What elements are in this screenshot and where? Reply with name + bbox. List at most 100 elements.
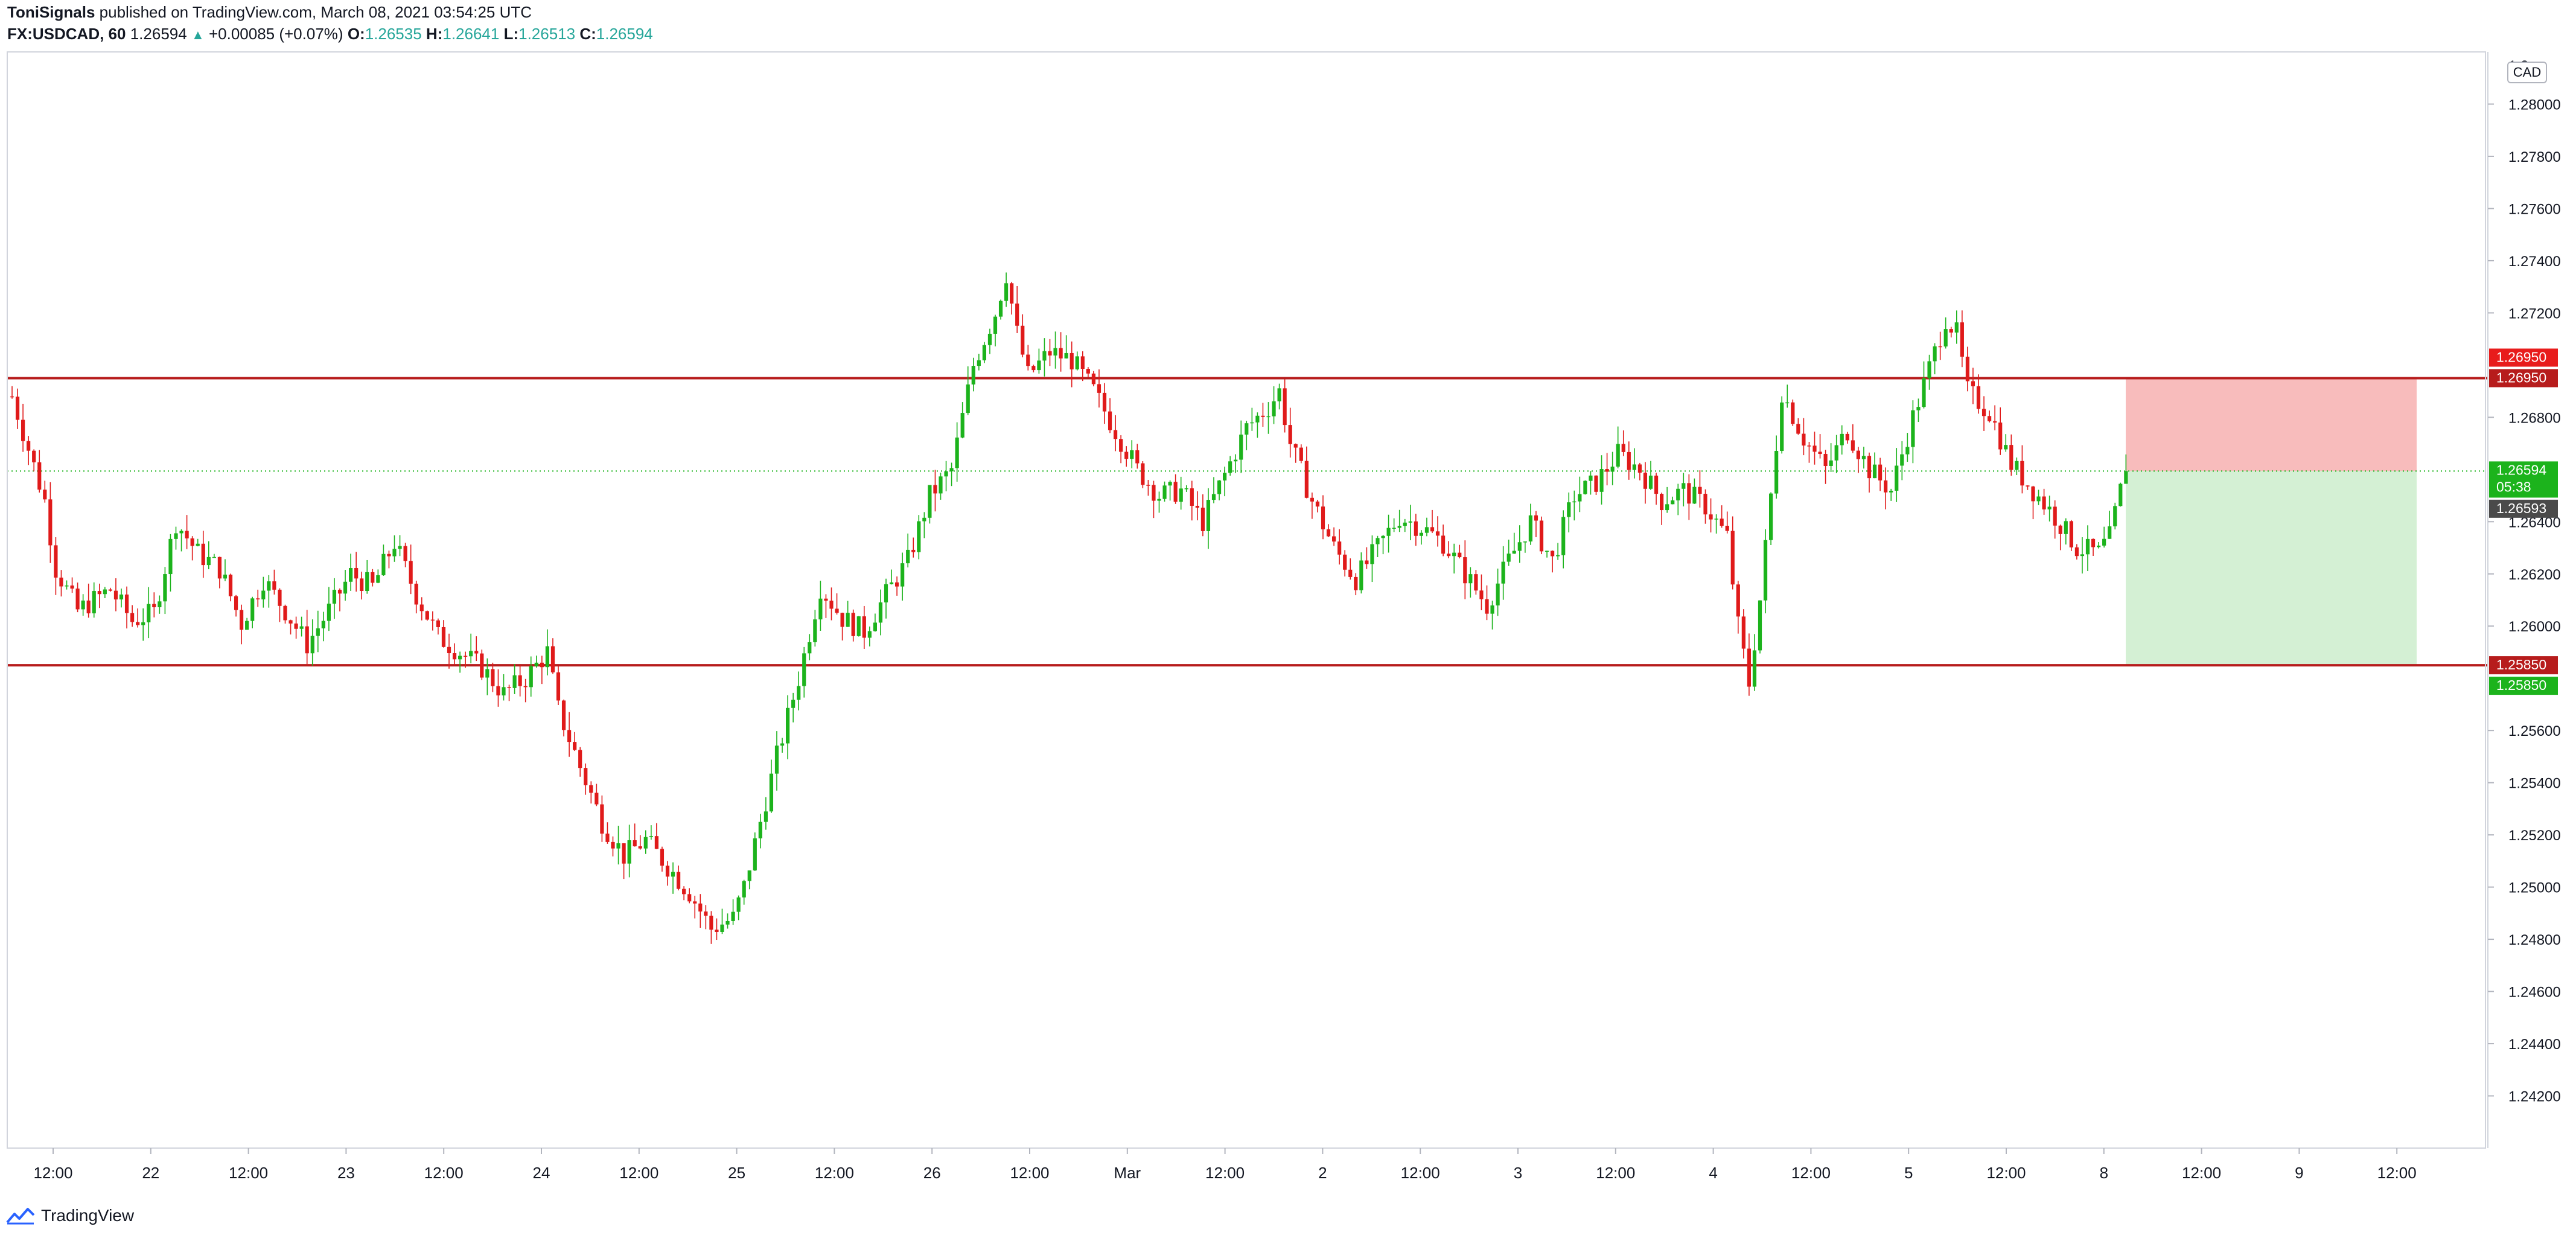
price-tick-label: 1.24400 <box>2508 1036 2561 1053</box>
candle-up <box>949 468 954 471</box>
candle-up <box>327 604 331 621</box>
candle-down <box>496 686 500 696</box>
candle-down <box>1703 494 1707 515</box>
price-change: +0.00085 (+0.07%) <box>208 25 343 43</box>
candle-up <box>808 642 812 654</box>
candle-up <box>813 619 817 642</box>
candle-up <box>261 590 266 599</box>
candle-up <box>889 582 894 584</box>
time-tick-label: 25 <box>728 1164 745 1182</box>
high-label: H: <box>426 25 443 43</box>
last-price-label: 1.26594 <box>2496 462 2546 477</box>
time-axis[interactable]: 12:00 22 12:00 23 12:00 24 12:00 25 12:00 26 12:00… <box>33 1148 2417 1182</box>
currency-button[interactable]: CAD <box>2507 62 2547 83</box>
candle-down <box>272 581 276 590</box>
candle-up <box>512 675 517 688</box>
candle-up <box>1523 541 1527 543</box>
candle-down <box>201 543 205 566</box>
candle-up <box>1943 329 1948 346</box>
candle-down <box>1698 487 1702 494</box>
candle-up <box>485 669 489 678</box>
candle-down <box>2069 521 2073 547</box>
close-value: 1.26594 <box>596 25 653 43</box>
candle-down <box>1048 351 1052 356</box>
position-zones <box>2126 378 2417 666</box>
time-tick-label: 9 <box>2295 1164 2303 1182</box>
candle-up <box>1424 527 1429 533</box>
chart-header: ToniSignals published on TradingView.com… <box>7 1 653 49</box>
candle-down <box>1326 529 1331 537</box>
price-tick-label: 1.24600 <box>2508 984 2561 1001</box>
symbol-label[interactable]: FX:USDCAD, 60 <box>7 25 126 43</box>
candle-up <box>158 601 162 607</box>
take-profit-zone <box>2126 471 2417 666</box>
candle-up <box>2124 471 2128 484</box>
open-value: 1.26535 <box>365 25 422 43</box>
candle-down <box>518 675 522 686</box>
price-tick-label: 1.25000 <box>2508 880 2561 896</box>
candle-down <box>425 611 429 620</box>
candle-down <box>97 591 101 595</box>
candle-down <box>1474 574 1478 591</box>
candle-down <box>1102 392 1107 412</box>
footer-brand[interactable]: TradingView <box>6 1201 134 1230</box>
candle-down <box>1725 525 1729 531</box>
candle-down <box>507 687 511 688</box>
candle-up <box>1130 450 1134 459</box>
publisher-name[interactable]: ToniSignals <box>7 3 95 21</box>
candle-up <box>1075 356 1079 369</box>
price-axis[interactable]: 1.28000 1.27800 1.27600 1.27400 1.27200 1.268… <box>2488 58 2561 1105</box>
candle-down <box>1654 475 1659 494</box>
candle-down <box>1938 346 1942 348</box>
price-tick-label: 1.25400 <box>2508 776 2561 792</box>
candle-down <box>1741 616 1745 649</box>
candle-down <box>835 608 839 613</box>
candles <box>10 272 2128 944</box>
candle-up <box>1648 475 1653 489</box>
candle-down <box>190 538 194 546</box>
candle-down <box>1026 354 1030 366</box>
candle-down <box>605 833 610 842</box>
candle-down <box>660 849 665 866</box>
candle-up <box>1386 528 1391 536</box>
candle-down <box>1114 430 1118 439</box>
stop-price-label: 1.26950 <box>2496 349 2546 365</box>
candle-down <box>1430 527 1435 532</box>
candle-down <box>70 586 74 589</box>
candle-up <box>1682 483 1686 489</box>
candle-down <box>1135 450 1140 464</box>
candle-up <box>993 316 998 334</box>
candle-up <box>141 622 145 625</box>
candle-up <box>818 598 823 620</box>
candle-up <box>2108 526 2112 539</box>
candle-up <box>1168 482 1172 486</box>
candle-up <box>769 773 774 812</box>
price-tick-label: 1.24200 <box>2508 1089 2561 1105</box>
candle-down <box>1981 409 1986 416</box>
candle-down <box>1720 519 1724 526</box>
candle-up <box>1501 561 1505 584</box>
candle-down <box>1304 461 1309 498</box>
candle-down <box>1021 325 1025 355</box>
candle-up <box>1452 552 1456 557</box>
candle-up <box>643 837 648 849</box>
candle-up <box>977 360 981 366</box>
candle-down <box>2053 506 2057 526</box>
candle-down <box>1146 485 1150 486</box>
last-price: 1.26594 <box>130 25 187 43</box>
candle-down <box>113 590 118 600</box>
candle-down <box>1108 411 1112 430</box>
last-price-tag <box>2489 461 2558 498</box>
candle-up <box>316 628 320 636</box>
candle-down <box>654 836 658 849</box>
candle-down <box>1458 552 1462 558</box>
candle-up <box>982 345 986 360</box>
candle-down <box>1791 402 1795 424</box>
candle-down <box>2020 461 2024 486</box>
time-tick-label: 12:00 <box>229 1164 268 1182</box>
candle-down <box>185 531 189 538</box>
candle-up <box>1517 542 1522 551</box>
candle-up <box>906 549 910 564</box>
candle-up <box>884 584 888 603</box>
